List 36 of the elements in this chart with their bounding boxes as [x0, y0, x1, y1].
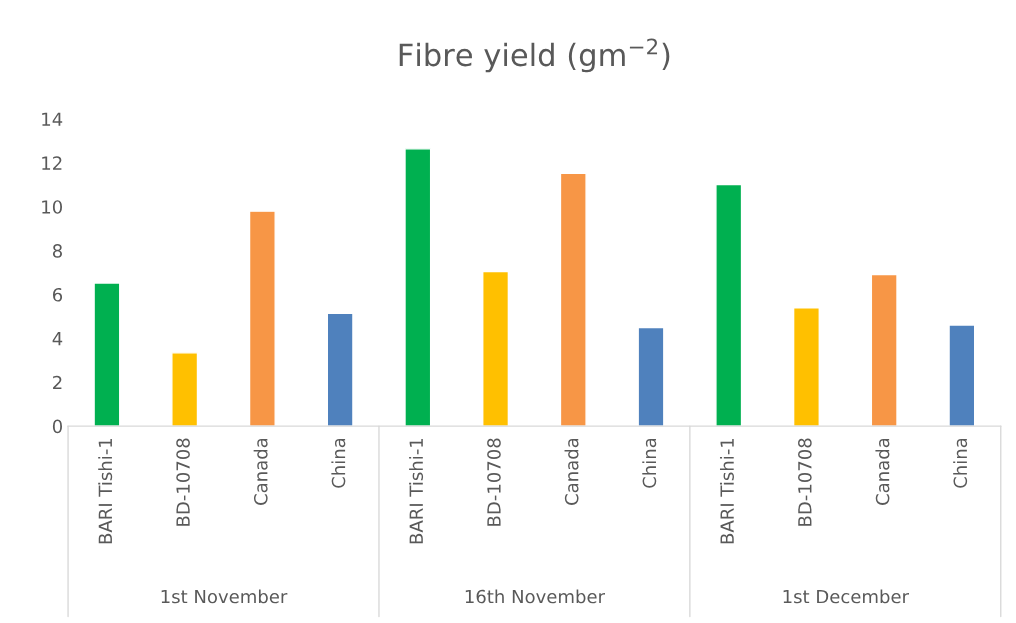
y-tick-label: 2: [53, 375, 62, 390]
y-tick-label: 14: [42, 112, 63, 126]
y-tick-label: 8: [52, 244, 62, 258]
chart-title: Fibre yield (gm$^{−2}$): [399, 38, 670, 73]
text: 1st November: [161, 589, 288, 604]
text: 1st December: [783, 589, 909, 604]
x-tick-label: Canada: [253, 438, 268, 505]
x-tick-label: China: [331, 438, 346, 488]
bar: [248, 210, 276, 427]
x-tick-label: BD-10708: [176, 438, 190, 526]
bar: [404, 148, 432, 427]
bar: [326, 312, 354, 427]
x-tick-label: Canada: [875, 438, 890, 505]
text: 16th November: [465, 589, 605, 604]
bar: [637, 326, 665, 427]
bar: [715, 183, 743, 427]
x-tick-label: BARI Tishi-1: [98, 438, 113, 544]
x-tick-label: BD-10708: [798, 438, 812, 526]
y-tick-label: 4: [52, 332, 63, 346]
bar: [482, 270, 510, 427]
bar: [870, 273, 898, 427]
x-tick-label: BD-10708: [487, 438, 501, 526]
y-tick-label: 6: [52, 287, 63, 302]
bar: [171, 352, 199, 427]
x-tick-label: BARI Tishi-1: [719, 438, 734, 544]
x-tick-label: BARI Tishi-1: [409, 438, 424, 544]
x-tick-label: China: [642, 438, 657, 488]
bar: [93, 282, 121, 427]
y-tick-label: 0: [52, 419, 63, 434]
bar: [792, 307, 820, 427]
x-tick-label: China: [953, 438, 968, 488]
bar: [559, 172, 587, 427]
bar: [948, 324, 976, 427]
x-tick-label: Canada: [564, 438, 579, 505]
y-tick-label: 12: [42, 156, 62, 170]
y-tick-label: 10: [42, 200, 63, 214]
